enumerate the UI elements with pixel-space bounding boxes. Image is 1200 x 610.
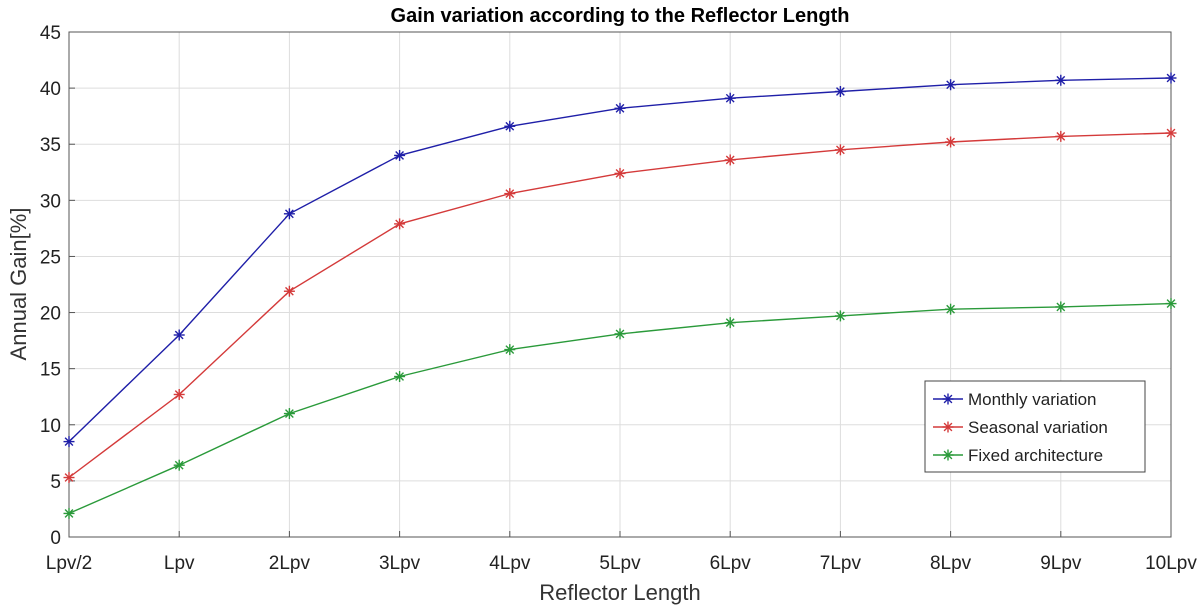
x-axis-ticks: Lpv/2 Lpv 2Lpv 3Lpv 4Lpv 5Lpv 6Lpv 7Lpv 8Lpv 9Lpv… [46, 531, 1197, 574]
y-tick-label: 25 [40, 247, 61, 268]
data-point [504, 188, 516, 200]
x-tick-label: 10Lpv [1145, 553, 1197, 574]
data-point [1165, 127, 1177, 139]
x-tick-label: 7Lpv [820, 553, 862, 574]
y-tick-label: 20 [40, 304, 61, 325]
x-tick-label: 5Lpv [599, 553, 641, 574]
y-tick-label: 40 [40, 79, 61, 100]
data-point [834, 85, 846, 97]
series-layer [63, 72, 1177, 519]
data-point [63, 472, 75, 484]
data-point [63, 507, 75, 519]
data-point [1055, 130, 1067, 142]
y-axis-ticks: 0 5 10 15 20 25 30 35 40 45 [40, 23, 75, 549]
y-tick-label: 45 [40, 23, 61, 44]
legend-label: Seasonal variation [968, 418, 1108, 437]
data-point [394, 218, 406, 230]
legend-label: Monthly variation [968, 390, 1097, 409]
y-tick-label: 30 [40, 191, 61, 212]
legend-marker [942, 449, 954, 461]
y-tick-label: 0 [50, 528, 61, 549]
data-point [504, 344, 516, 356]
data-point [834, 310, 846, 322]
legend-marker [942, 421, 954, 433]
data-point [63, 436, 75, 448]
data-point [724, 317, 736, 329]
data-point [614, 167, 626, 179]
chart-title: Gain variation according to the Reflecto… [391, 5, 850, 27]
data-point [945, 303, 957, 315]
data-point [283, 208, 295, 220]
data-point [283, 408, 295, 420]
y-axis-label: Annual Gain[%] [6, 208, 31, 361]
data-point [394, 371, 406, 383]
data-point [724, 154, 736, 166]
data-point [283, 285, 295, 297]
data-point [1055, 301, 1067, 313]
data-point [614, 328, 626, 340]
x-tick-label: Lpv/2 [46, 553, 92, 574]
data-point [1055, 74, 1067, 86]
data-point [1165, 298, 1177, 310]
legend-label: Fixed architecture [968, 446, 1103, 465]
data-point [945, 79, 957, 91]
y-tick-label: 5 [50, 472, 61, 493]
data-point [173, 459, 185, 471]
x-tick-label: 9Lpv [1040, 553, 1082, 574]
x-tick-label: 2Lpv [269, 553, 311, 574]
data-point [394, 149, 406, 161]
legend: Monthly variation Seasonal variation Fixed… [924, 380, 1146, 473]
x-tick-label: 4Lpv [489, 553, 531, 574]
legend-marker [942, 393, 954, 405]
y-tick-label: 15 [40, 360, 61, 381]
x-tick-label: 3Lpv [379, 553, 421, 574]
x-axis-label: Reflector Length [539, 580, 700, 605]
x-tick-label: 8Lpv [930, 553, 972, 574]
x-tick-label: Lpv [164, 553, 195, 574]
y-tick-label: 10 [40, 416, 61, 437]
data-point [614, 102, 626, 114]
data-point [173, 388, 185, 400]
data-point [173, 329, 185, 341]
data-point [834, 144, 846, 156]
data-point [724, 92, 736, 104]
data-point [1165, 72, 1177, 84]
data-point [945, 136, 957, 148]
x-tick-label: 6Lpv [710, 553, 752, 574]
y-tick-label: 35 [40, 135, 61, 156]
data-point [504, 120, 516, 132]
